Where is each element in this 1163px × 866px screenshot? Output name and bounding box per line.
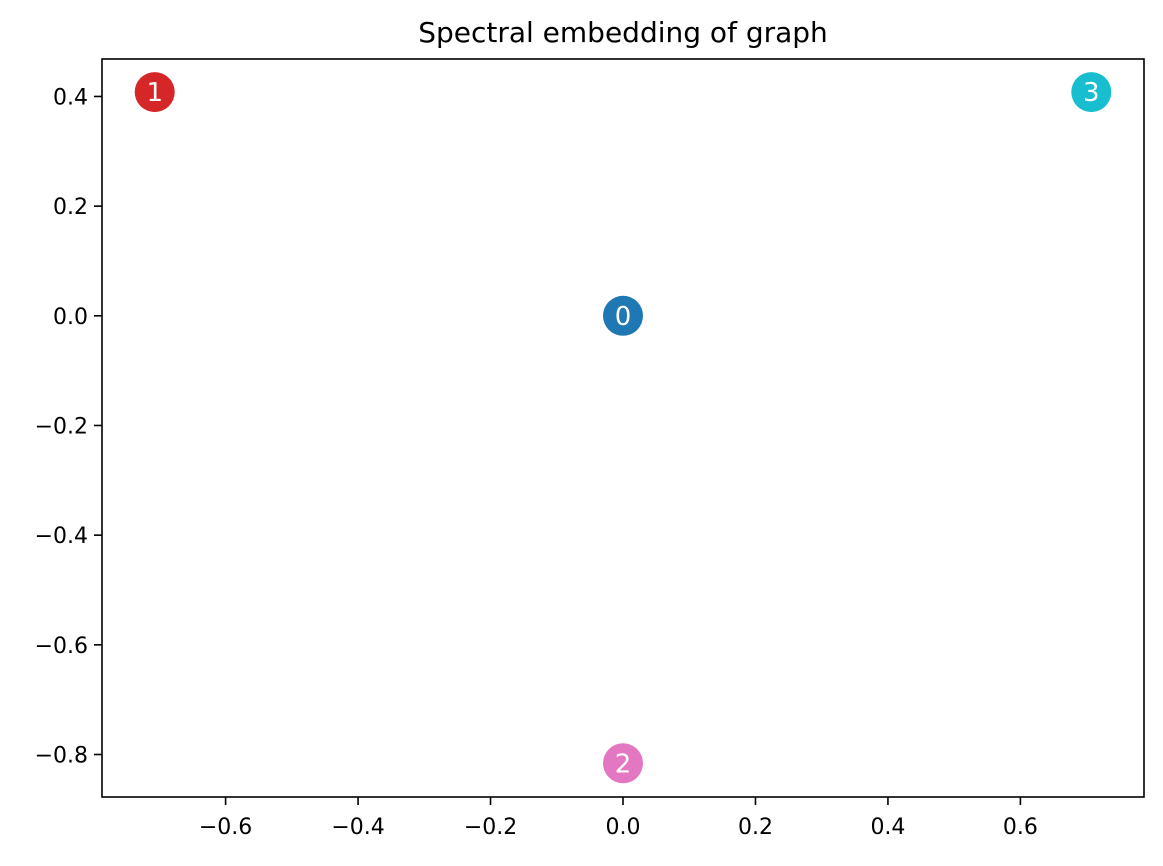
x-tick-label: 0.4 — [870, 815, 905, 840]
x-tick-label: −0.4 — [331, 815, 384, 840]
x-tick-label: 0.2 — [738, 815, 773, 840]
x-tick-label: −0.2 — [464, 815, 517, 840]
node-point-0 — [603, 295, 643, 336]
y-tick-label: 0.4 — [53, 85, 88, 110]
x-tick-label: 0.0 — [606, 815, 641, 840]
node-label-3: 3 — [1083, 78, 1100, 108]
y-tick-label: −0.6 — [35, 634, 88, 659]
y-tick-label: 0.2 — [53, 195, 88, 220]
node-label-2: 2 — [615, 749, 632, 779]
chart-title: Spectral embedding of graph — [418, 16, 828, 49]
x-tick-label: 0.6 — [1003, 815, 1038, 840]
node-point-2 — [603, 743, 643, 784]
x-axis: −0.6 −0.4 −0.2 0.0 0.2 0.4 0.6 — [199, 797, 1038, 840]
y-tick-label: −0.4 — [35, 524, 88, 549]
node-point-3 — [1071, 72, 1112, 113]
plot-frame — [101, 58, 1145, 798]
node-label-0: 0 — [615, 302, 632, 332]
points-layer: 0 1 2 3 — [134, 72, 1112, 784]
y-tick-label: 0.0 — [53, 305, 88, 330]
node-point-1 — [134, 72, 175, 113]
y-axis: 0.4 0.2 0.0 −0.2 −0.4 −0.6 −0.8 — [35, 85, 102, 769]
y-tick-label: −0.8 — [35, 744, 88, 769]
x-tick-label: −0.6 — [199, 815, 252, 840]
y-tick-label: −0.2 — [35, 414, 88, 439]
node-label-1: 1 — [146, 78, 163, 108]
